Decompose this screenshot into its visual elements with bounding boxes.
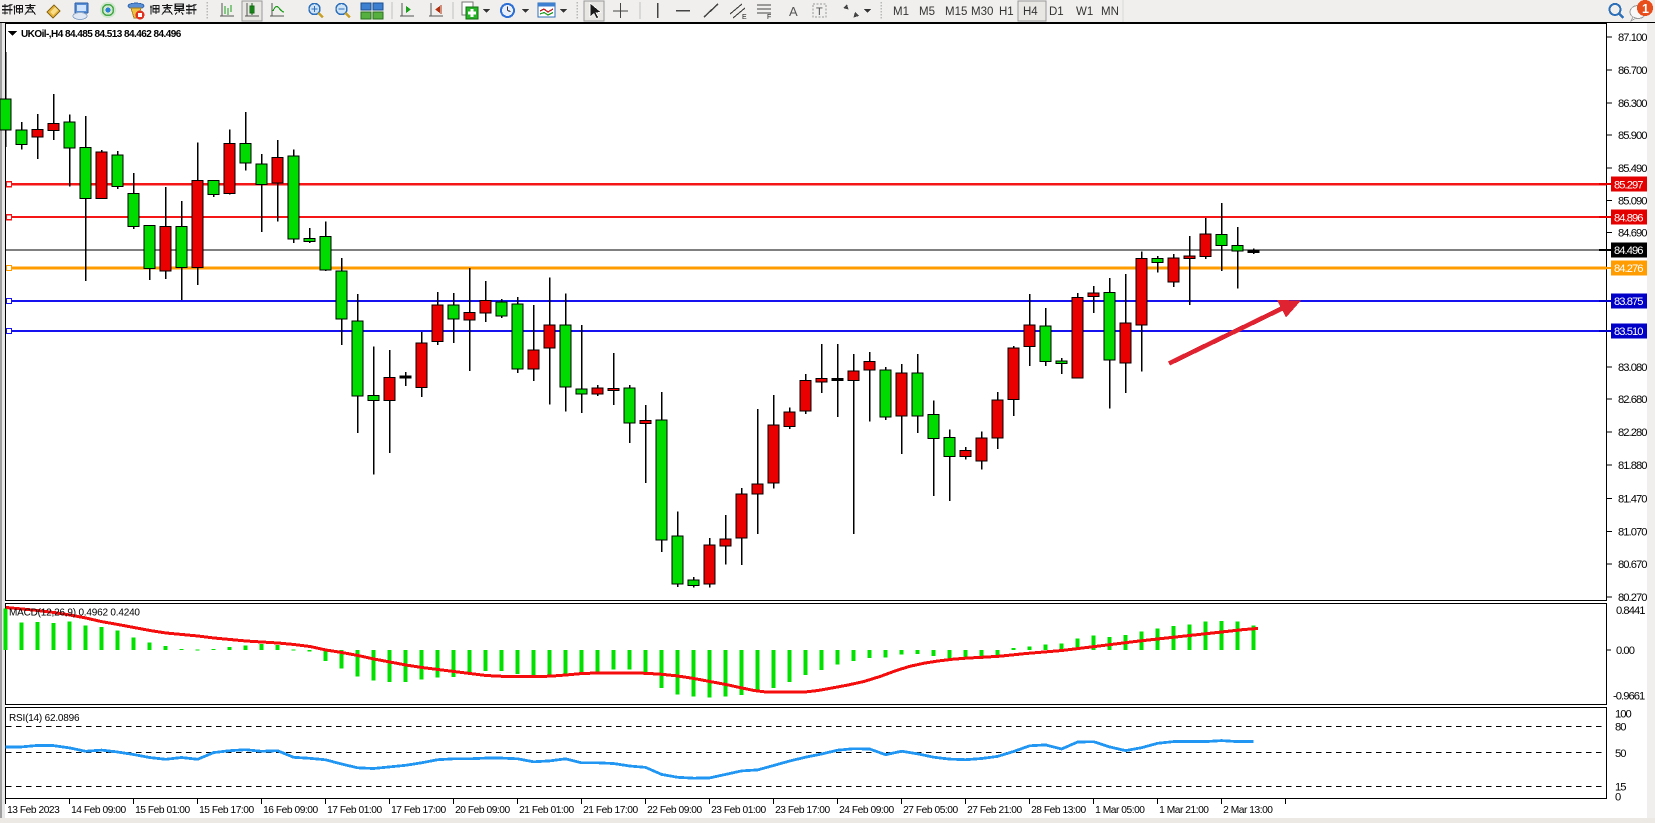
svg-text:80.670: 80.670 [1618,559,1647,571]
svg-text:81.070: 81.070 [1618,527,1647,539]
svg-text:16 Feb 09:00: 16 Feb 09:00 [263,805,318,816]
svg-text:0.8441: 0.8441 [1616,605,1645,617]
svg-text:-0.9661: -0.9661 [1613,691,1645,703]
svg-text:83.875: 83.875 [1614,296,1643,308]
svg-text:0: 0 [1615,792,1621,804]
svg-text:RSI(14) 62.0896: RSI(14) 62.0896 [9,713,80,724]
svg-text:W1: W1 [1076,6,1093,18]
svg-text:50: 50 [1615,748,1626,760]
svg-text:82.280: 82.280 [1618,427,1647,439]
svg-text:87.100: 87.100 [1618,32,1647,44]
svg-text:M15: M15 [945,6,967,18]
svg-text:100: 100 [1615,709,1632,721]
svg-text:MACD(12,26,9) 0.4962 0.4240: MACD(12,26,9) 0.4962 0.4240 [9,607,140,618]
svg-text:84.496: 84.496 [1614,245,1643,257]
svg-text:15: 15 [1615,781,1626,793]
svg-text:MN: MN [1101,6,1119,18]
svg-text:80.270: 80.270 [1618,592,1647,604]
svg-text:D1: D1 [1049,6,1064,18]
svg-text:80: 80 [1615,722,1626,734]
svg-text:86.700: 86.700 [1618,65,1647,77]
svg-text:86.300: 86.300 [1618,98,1647,110]
svg-text:17 Feb 01:00: 17 Feb 01:00 [327,805,382,816]
svg-text:13 Feb 2023: 13 Feb 2023 [7,805,60,816]
svg-text:85.297: 85.297 [1614,179,1643,191]
svg-text:83.510: 83.510 [1614,326,1643,338]
svg-text:85.900: 85.900 [1618,130,1647,142]
svg-text:81.470: 81.470 [1618,494,1647,506]
svg-text:H4: H4 [1023,6,1038,18]
svg-text:M5: M5 [919,6,935,18]
svg-text:0.00: 0.00 [1616,645,1635,657]
svg-text:82.680: 82.680 [1618,394,1647,406]
svg-text:85.490: 85.490 [1618,163,1647,175]
svg-text:20 Feb 09:00: 20 Feb 09:00 [455,805,510,816]
svg-text:24 Feb 09:00: 24 Feb 09:00 [839,805,894,816]
svg-text:UKOil-,H4 84.485 84.513 84.46: UKOil-,H4 84.485 84.513 84.462 84.496 [21,29,182,40]
svg-text:15 Feb 01:00: 15 Feb 01:00 [135,805,190,816]
svg-text:M1: M1 [893,6,909,18]
svg-text:81.880: 81.880 [1618,460,1647,472]
svg-text:H1: H1 [999,6,1014,18]
svg-text:85.090: 85.090 [1618,196,1647,208]
svg-text:84.896: 84.896 [1614,212,1643,224]
svg-text:1 Mar 21:00: 1 Mar 21:00 [1159,805,1209,816]
svg-text:84.276: 84.276 [1614,263,1643,275]
svg-text:1: 1 [1642,2,1649,16]
svg-text:21 Feb 17:00: 21 Feb 17:00 [583,805,638,816]
svg-text:27 Feb 05:00: 27 Feb 05:00 [903,805,958,816]
svg-text:84.690: 84.690 [1618,228,1647,240]
svg-text:15 Feb 17:00: 15 Feb 17:00 [199,805,254,816]
svg-text:23 Feb 01:00: 23 Feb 01:00 [711,805,766,816]
svg-text:21 Feb 01:00: 21 Feb 01:00 [519,805,574,816]
svg-text:A: A [789,4,798,19]
svg-text:1 Mar 05:00: 1 Mar 05:00 [1095,805,1145,816]
svg-text:E: E [742,14,747,21]
svg-text:2 Mar 13:00: 2 Mar 13:00 [1223,805,1273,816]
svg-text:27 Feb 21:00: 27 Feb 21:00 [967,805,1022,816]
svg-text:17 Feb 17:00: 17 Feb 17:00 [391,805,446,816]
svg-text:14 Feb 09:00: 14 Feb 09:00 [71,805,126,816]
svg-text:22 Feb 09:00: 22 Feb 09:00 [647,805,702,816]
svg-text:M30: M30 [971,6,993,18]
svg-text:28 Feb 13:00: 28 Feb 13:00 [1031,805,1086,816]
svg-text:F: F [767,14,771,21]
svg-text:T: T [816,6,823,18]
svg-text:23 Feb 17:00: 23 Feb 17:00 [775,805,830,816]
svg-text:83.080: 83.080 [1618,362,1647,374]
